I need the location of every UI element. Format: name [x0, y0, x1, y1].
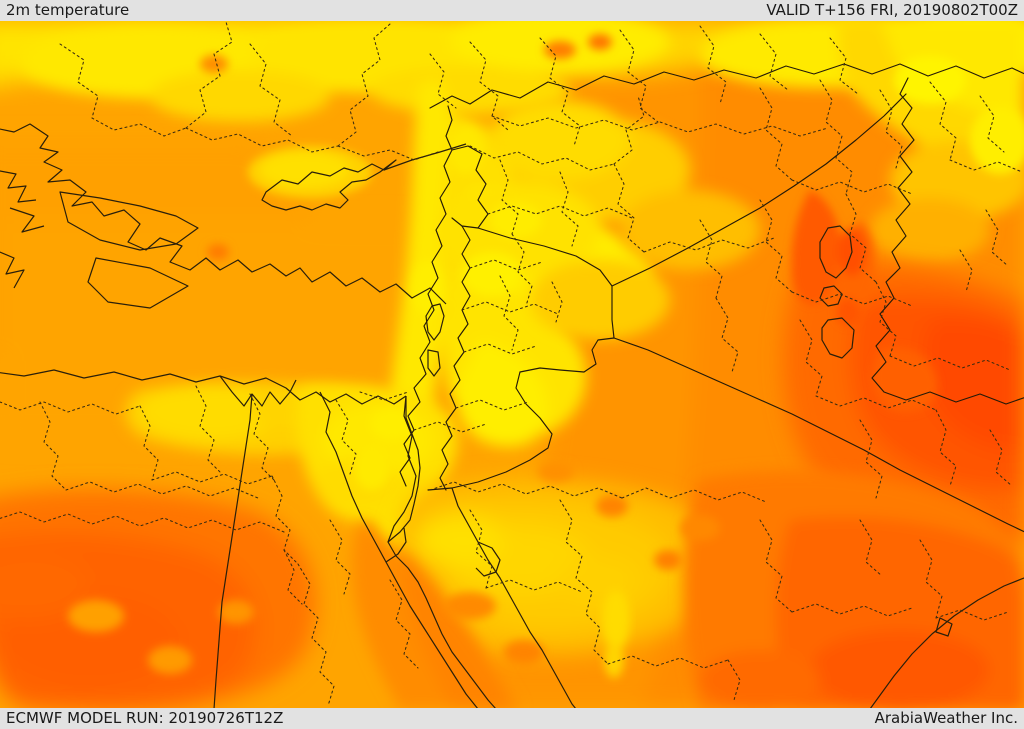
temperature-field-svg [0, 20, 1024, 709]
temperature-map-canvas [0, 20, 1024, 709]
valid-time-label: VALID T+156 FRI, 20190802T00Z [766, 1, 1018, 19]
model-run-label: ECMWF MODEL RUN: 20190726T12Z [6, 709, 284, 727]
country-borders [0, 63, 1024, 709]
admin-boundaries [0, 21, 1023, 707]
map-footer-bar: ECMWF MODEL RUN: 20190726T12Z ArabiaWeat… [0, 708, 1024, 729]
temperature-shading [0, 20, 1024, 709]
provider-label: ArabiaWeather Inc. [874, 709, 1018, 727]
page-title: 2m temperature [6, 1, 130, 19]
map-header-bar: 2m temperature VALID T+156 FRI, 20190802… [0, 0, 1024, 21]
